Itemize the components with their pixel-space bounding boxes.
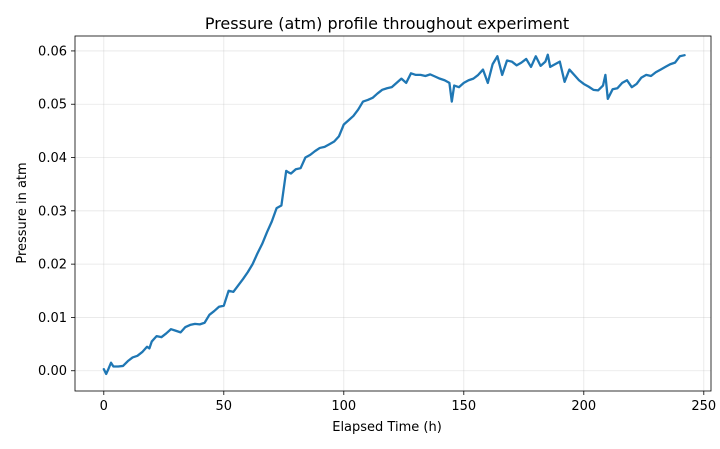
y-tick-label: 0.04 xyxy=(38,151,67,166)
pressure-series-line xyxy=(102,53,686,376)
x-tick-label: 100 xyxy=(331,399,356,414)
x-axis-label: Elapsed Time (h) xyxy=(332,420,442,435)
grid-lines xyxy=(75,36,711,391)
x-tick-label: 0 xyxy=(100,399,108,414)
y-tick-label: 0.02 xyxy=(38,258,67,273)
y-axis-label: Pressure in atm xyxy=(15,162,30,263)
y-tick-label: 0.06 xyxy=(38,44,67,59)
x-tick-label: 200 xyxy=(571,399,596,414)
y-tick-label: 0.01 xyxy=(38,311,67,326)
series-layer xyxy=(102,53,686,376)
x-tick-label: 50 xyxy=(216,399,233,414)
x-tick-label: 150 xyxy=(451,399,476,414)
chart-title: Pressure (atm) profile throughout experi… xyxy=(205,14,569,33)
y-tick-label: 0.00 xyxy=(38,364,67,379)
x-tick-label: 250 xyxy=(691,399,716,414)
axis-ticks: 0 50 100 150 200 250 0.00 0.01 0.02 0.03 0.04 0.05 0… xyxy=(38,44,716,414)
y-tick-label: 0.05 xyxy=(38,98,67,113)
plot-area-frame xyxy=(74,35,712,392)
y-tick-label: 0.03 xyxy=(38,204,67,219)
